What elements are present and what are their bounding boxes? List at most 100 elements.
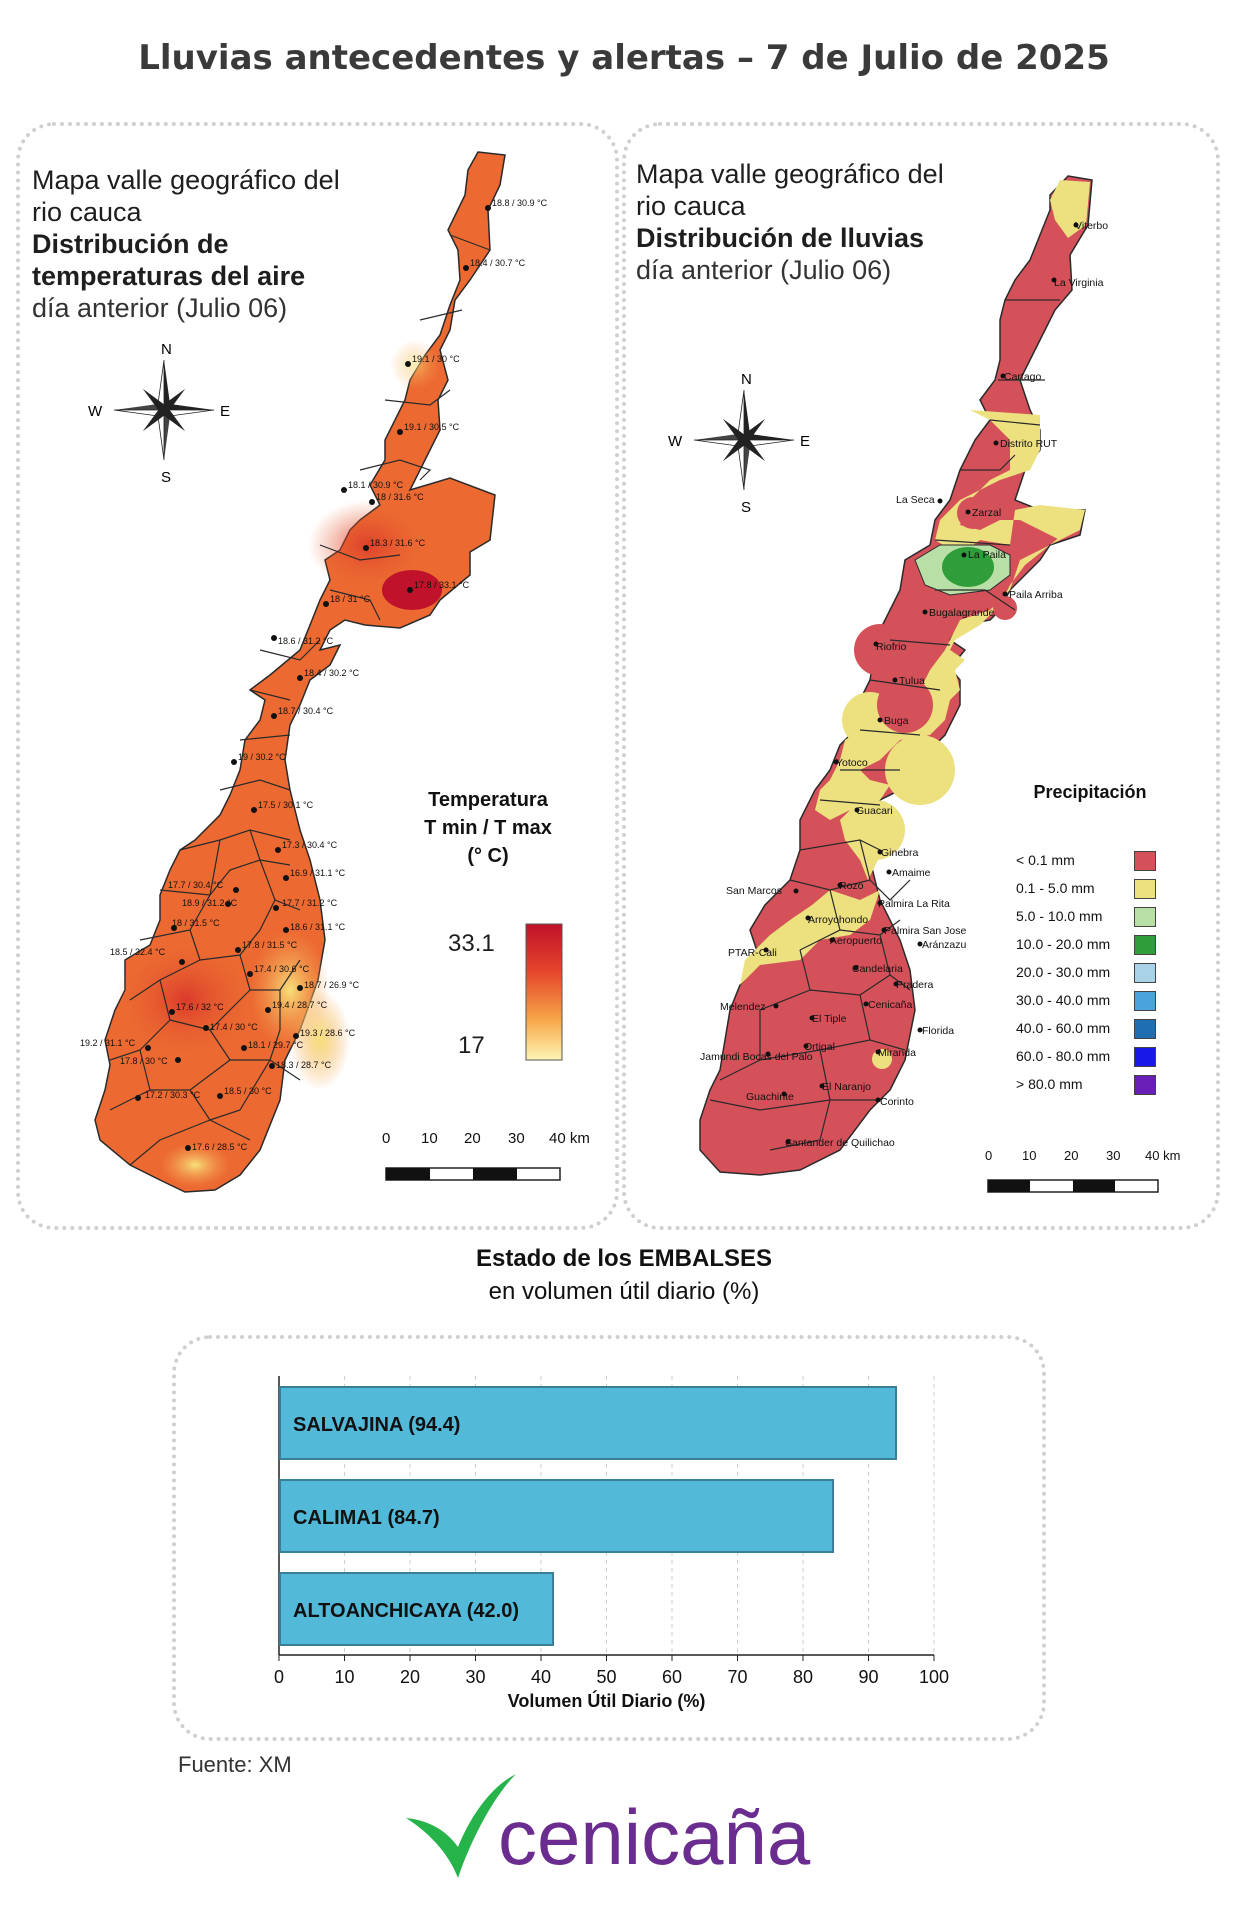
place-marker: Jamundi Bocas del Palo <box>700 1051 813 1063</box>
rain-legend-label: 10.0 - 20.0 mm <box>1016 936 1111 952</box>
place-marker: Buga <box>877 715 909 727</box>
svg-text:17.8 / 33.1 °C: 17.8 / 33.1 °C <box>414 580 470 590</box>
svg-text:18.1 / 30.9 °C: 18.1 / 30.9 °C <box>348 480 404 490</box>
station-marker: 17.5 / 30.1 °C <box>251 800 314 813</box>
svg-text:40 km: 40 km <box>549 1130 590 1147</box>
place-marker: La Paila <box>961 549 1006 561</box>
svg-text:40 km: 40 km <box>1145 1148 1180 1163</box>
temp-legend-title-3: (° C) <box>467 845 509 867</box>
station-marker: 18.6 / 31.1 °C <box>283 922 346 933</box>
compass-e: E <box>220 403 230 420</box>
svg-text:17.4 / 30 °C: 17.4 / 30 °C <box>210 1022 258 1032</box>
reservoir-bar-label: ALTOANCHICAYA (42.0) <box>293 1599 519 1622</box>
x-tick-label: 40 <box>531 1667 551 1687</box>
svg-text:Cartago: Cartago <box>1004 371 1042 383</box>
x-tick-label: 70 <box>727 1667 747 1687</box>
rain-legend-swatch <box>1134 963 1156 983</box>
temp-legend-min: 17 <box>458 1032 485 1059</box>
compass-rose-icon: N S E W <box>668 371 810 516</box>
temp-legend-title: Temperatura T min / T max (° C) <box>408 786 568 870</box>
station-marker: 17.4 / 30 °C <box>203 1022 258 1032</box>
svg-text:0: 0 <box>382 1130 390 1147</box>
x-tick-label: 0 <box>274 1667 284 1687</box>
place-marker: Distrito RUT <box>993 438 1058 450</box>
place-marker: Arroyohondo <box>805 914 868 926</box>
svg-text:17.6 / 32 °C: 17.6 / 32 °C <box>176 1002 224 1012</box>
reservoirs-title: Estado de los EMBALSES <box>475 1245 773 1272</box>
svg-text:20: 20 <box>1064 1148 1078 1163</box>
temperature-map-panel <box>16 122 619 1230</box>
compass-e: E <box>800 433 810 450</box>
svg-text:18.5 / 32.4 °C: 18.5 / 32.4 °C <box>110 947 166 957</box>
place-marker: Yotoco <box>833 757 868 769</box>
svg-text:18.9 / 31.2 °C: 18.9 / 31.2 °C <box>182 898 238 908</box>
station-marker: 17.7 / 31.2 °C <box>273 898 338 911</box>
station-marker: 18.3 / 28.7 °C <box>269 1060 332 1070</box>
svg-text:18 / 31.6 °C: 18 / 31.6 °C <box>376 492 424 502</box>
station-marker: 17.8 / 30 °C <box>120 1056 181 1066</box>
svg-text:Arroyohondo: Arroyohondo <box>808 914 868 926</box>
rain-map-panel <box>622 122 1220 1230</box>
place-marker: Ginebra <box>877 847 919 859</box>
svg-text:El Tiple: El Tiple <box>812 1013 847 1025</box>
svg-text:Distrito RUT: Distrito RUT <box>1000 438 1058 450</box>
station-marker: 18 / 31.6 °C <box>369 492 424 505</box>
svg-text:Amaime: Amaime <box>892 867 931 879</box>
svg-text:30: 30 <box>508 1130 525 1147</box>
svg-text:Riofrio: Riofrio <box>876 641 907 653</box>
rain-title-line2: rio cauca <box>636 191 746 221</box>
svg-text:18.7 / 30.4 °C: 18.7 / 30.4 °C <box>278 706 334 716</box>
rain-places: Viterbo La Virginia Cartago Distrito RUT… <box>700 220 1108 1149</box>
rain-legend-label: < 0.1 mm <box>1016 852 1075 868</box>
station-marker: 18 / 31 °C <box>323 594 371 607</box>
svg-text:Candelaria: Candelaria <box>852 963 903 975</box>
compass-w: W <box>88 403 103 420</box>
svg-text:18.3 / 31.6 °C: 18.3 / 31.6 °C <box>370 538 426 548</box>
temp-stations: 18.8 / 30.9 °C 18.4 / 30.7 °C 19.1 / 30 … <box>80 198 548 1152</box>
place-marker: El Tiple <box>809 1013 847 1025</box>
svg-text:18.4 / 30.2 °C: 18.4 / 30.2 °C <box>304 668 360 678</box>
cenicana-logo: cenicaña <box>406 1774 811 1881</box>
rain-legend-label: 0.1 - 5.0 mm <box>1016 880 1095 896</box>
svg-text:18.8 / 30.9 °C: 18.8 / 30.9 °C <box>492 198 548 208</box>
svg-text:Santander de Quilichao: Santander de Quilichao <box>785 1137 895 1149</box>
svg-text:Palmira La Rita: Palmira La Rita <box>878 898 950 910</box>
svg-text:PTAR-Cali: PTAR-Cali <box>728 947 777 959</box>
station-marker: 19.4 / 28.7 °C <box>265 1000 328 1013</box>
place-marker: Paila Arriba <box>1002 589 1063 601</box>
station-marker: 18 / 31.5 °C <box>171 918 220 931</box>
reservoir-bar: SALVAJINA (94.4) <box>279 1385 898 1460</box>
svg-text:Jamundi Bocas del Palo: Jamundi Bocas del Palo <box>700 1051 813 1063</box>
station-marker: 17.8 / 31.5 °C <box>235 940 298 953</box>
rain-legend-swatch <box>1134 1019 1156 1039</box>
place-marker: La Virginia <box>1051 277 1104 289</box>
station-marker: 19.1 / 30 °C <box>405 354 460 367</box>
svg-text:17.3 / 30.4 °C: 17.3 / 30.4 °C <box>282 840 338 850</box>
place-marker: Aeropuerto <box>829 935 882 947</box>
place-marker: Guachinte <box>746 1091 794 1103</box>
svg-text:17.2 / 30.3 °C: 17.2 / 30.3 °C <box>145 1090 201 1100</box>
x-tick-label: 30 <box>465 1667 485 1687</box>
svg-text:10: 10 <box>421 1130 438 1147</box>
svg-text:16.9 / 31.1 °C: 16.9 / 31.1 °C <box>290 868 346 878</box>
compass-n: N <box>741 371 752 388</box>
compass-n: N <box>161 341 172 358</box>
svg-text:17.5 / 30.1 °C: 17.5 / 30.1 °C <box>258 800 314 810</box>
svg-text:Miranda: Miranda <box>878 1047 916 1059</box>
place-marker: Melendez <box>720 1001 779 1013</box>
svg-text:18.6 / 31.2 °C: 18.6 / 31.2 °C <box>278 636 334 646</box>
place-marker: Candelaria <box>852 963 903 975</box>
svg-text:Zarzal: Zarzal <box>972 507 1001 519</box>
place-marker: San Marcos <box>726 885 799 897</box>
place-marker: Riofrio <box>873 641 907 653</box>
x-tick-label: 50 <box>596 1667 616 1687</box>
svg-text:Tulua: Tulua <box>899 675 925 687</box>
rain-legend-swatch <box>1134 991 1156 1011</box>
place-marker: Bugalagrande <box>922 607 995 619</box>
compass-s: S <box>161 469 171 486</box>
source-note: Fuente: XM <box>178 1752 292 1777</box>
x-tick-label: 80 <box>793 1667 813 1687</box>
svg-text:La Virginia: La Virginia <box>1054 277 1104 289</box>
